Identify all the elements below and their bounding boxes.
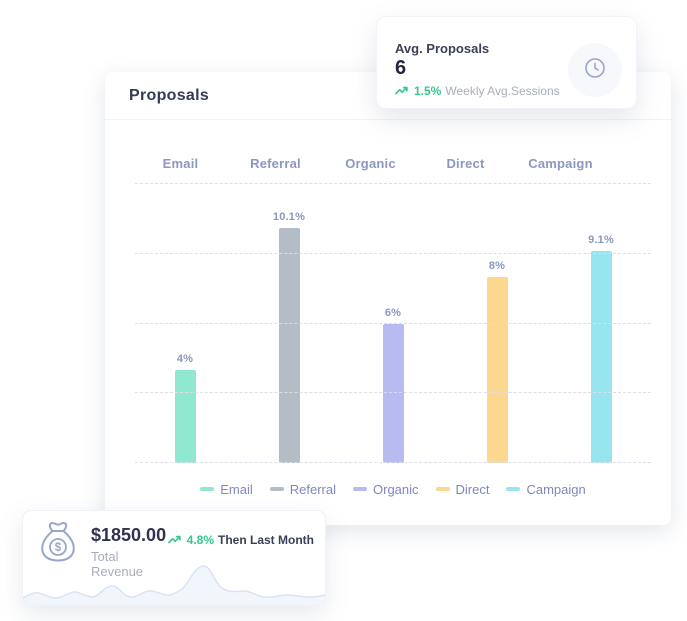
metric-title: Avg. Proposals	[395, 41, 490, 56]
legend-marker	[200, 487, 215, 491]
chart-column-headers: Email Referral Organic Direct Campaign	[133, 156, 653, 174]
bar-email[interactable]	[174, 370, 196, 463]
trend-caption: Weekly Avg.Sessions	[445, 84, 560, 98]
gridline	[135, 462, 651, 463]
legend-marker	[506, 487, 521, 491]
revenue-trend-caption: Then Last Month	[218, 533, 314, 547]
column-header-direct: Direct	[446, 156, 485, 171]
bar-value-label: 10.1%	[272, 211, 306, 224]
column-header-campaign: Campaign	[528, 156, 593, 171]
revenue-value: $1850.00	[91, 525, 167, 545]
legend-label: Organic	[373, 481, 419, 497]
bar-column-campaign: 9.1%	[549, 184, 653, 463]
gridline	[135, 183, 651, 184]
legend-item-organic[interactable]: Organic	[353, 482, 419, 497]
metric-value: 6	[395, 57, 407, 79]
gridline	[135, 392, 651, 394]
bar-referral[interactable]	[278, 228, 300, 463]
clock-icon-button[interactable]	[568, 43, 622, 97]
proposals-card: Proposals Email Referral Organic Direct Camp…	[105, 72, 671, 525]
revenue-info: $1850.00 Total Revenue	[91, 521, 168, 579]
trend-up-icon	[395, 86, 410, 96]
trend-up-icon	[167, 535, 183, 545]
revenue-trend-percentage: 4.8%	[186, 533, 214, 547]
metric-subtext: 1.5% Weekly Avg.Sessions	[395, 84, 618, 98]
bar-column-email: 4%	[133, 184, 237, 463]
proposals-card-header: Proposals	[105, 72, 671, 120]
column-header-referral: Referral	[250, 156, 301, 171]
legend-item-referral[interactable]: Referral	[269, 481, 336, 497]
svg-text:$: $	[55, 542, 62, 554]
bar-value-label: 4%	[176, 353, 194, 365]
bar-column-direct: 8%	[445, 184, 549, 463]
bar-value-label: 6%	[384, 306, 402, 319]
bar-campaign[interactable]	[590, 251, 612, 463]
legend-label: Referral	[289, 481, 336, 497]
gridline	[135, 322, 651, 324]
legend-marker	[353, 487, 367, 491]
clock-icon	[583, 56, 607, 85]
revenue-row: $ $1850.00 Total Revenue 4.8% Then Last …	[23, 511, 325, 579]
legend-item-direct[interactable]: Direct	[435, 481, 490, 497]
legend-marker	[435, 487, 450, 491]
bar-organic[interactable]	[382, 323, 404, 463]
revenue-trend: 4.8% Then Last Month	[167, 533, 314, 547]
legend-marker	[269, 487, 284, 491]
revenue-sparkline	[23, 565, 325, 605]
trend-percentage: 1.5%	[414, 84, 442, 98]
chart-plot: 4% 10.1% 6% 8% 9.1%	[133, 183, 653, 463]
chart-legend: Email Referral Organic Direct Campaign	[133, 479, 653, 499]
column-header-organic: Organic	[345, 156, 396, 171]
bar-value-label: 8%	[488, 260, 506, 272]
avg-proposals-card: Avg. Proposals 6 1.5% Weekly Avg.Session…	[376, 16, 637, 109]
legend-item-email[interactable]: Email	[200, 482, 253, 497]
chart-bars: 4% 10.1% 6% 8% 9.1%	[133, 184, 653, 463]
column-header-email: Email	[162, 156, 199, 171]
bar-column-organic: 6%	[341, 184, 445, 463]
proposals-bar-chart: Email Referral Organic Direct Campaign 4% 10.…	[105, 156, 671, 499]
legend-label: Direct	[455, 481, 490, 497]
page-title: Proposals	[129, 86, 210, 104]
legend-item-campaign[interactable]: Campaign	[506, 481, 586, 497]
money-bag-icon: $	[35, 521, 81, 570]
legend-label: Campaign	[526, 481, 586, 497]
bar-column-referral: 10.1%	[237, 184, 341, 463]
gridline	[135, 252, 651, 254]
legend-label: Email	[220, 481, 253, 497]
revenue-label: Total Revenue	[91, 548, 144, 579]
total-revenue-card: $ $1850.00 Total Revenue 4.8% Then Last …	[22, 510, 326, 606]
bar-value-label: 9.1%	[588, 234, 614, 247]
bar-direct[interactable]	[486, 277, 508, 463]
